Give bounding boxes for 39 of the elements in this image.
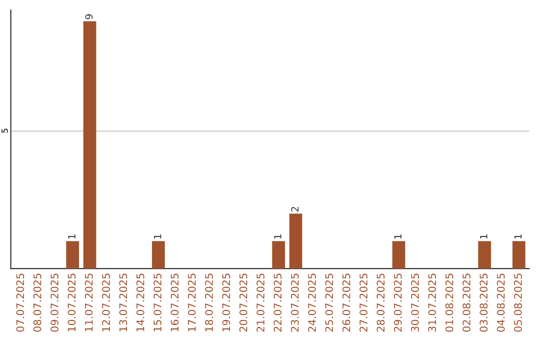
data-label: 1 xyxy=(394,234,402,239)
x-tick-label: 24.07.2025 xyxy=(308,274,316,332)
x-tick-label: 08.07.2025 xyxy=(33,274,42,332)
x-tick-label: 11.07.2025 xyxy=(84,274,93,332)
x-tick-label: 22.07.2025 xyxy=(274,274,282,332)
data-label: 1 xyxy=(274,234,282,239)
x-tick-label: 15.07.2025 xyxy=(154,274,162,332)
x-tick-label: 27.07.2025 xyxy=(360,274,368,332)
x-tick-label: 13.07.2025 xyxy=(119,274,128,332)
x-tick-label: 31.07.2025 xyxy=(428,274,436,332)
x-tick-label: 04.08.2025 xyxy=(496,274,505,332)
x-tick-label: 09.07.2025 xyxy=(50,274,58,332)
x-tick-label: 30.07.2025 xyxy=(411,274,419,332)
x-tick-label: 14.07.2025 xyxy=(136,274,144,332)
data-label: 1 xyxy=(154,234,162,239)
x-tick-label: 10.07.2025 xyxy=(68,274,76,332)
data-label: 1 xyxy=(514,234,522,239)
x-tick-label: 20.07.2025 xyxy=(239,274,248,332)
y-tick-label: 5 xyxy=(2,128,8,133)
x-tick-label: 21.07.2025 xyxy=(256,274,264,332)
x-tick-label: 05.08.2025 xyxy=(514,274,522,332)
x-tick-label: 17.07.2025 xyxy=(188,274,196,332)
x-tick-label: 28.07.2025 xyxy=(376,274,385,332)
x-tick-label: 07.07.2025 xyxy=(16,274,24,332)
data-label: 1 xyxy=(68,234,76,239)
data-label: 1 xyxy=(480,234,488,239)
x-tick-label: 29.07.2025 xyxy=(394,274,402,332)
x-tick-label: 16.07.2025 xyxy=(170,274,179,332)
x-tick-label: 12.07.2025 xyxy=(102,274,110,332)
x-tick-label: 03.08.2025 xyxy=(480,274,488,332)
x-tick-label: 01.08.2025 xyxy=(445,274,454,332)
x-tick-label: 26.07.2025 xyxy=(342,274,350,332)
data-label: 2 xyxy=(291,207,298,212)
x-tick-label: 25.07.2025 xyxy=(325,274,334,332)
x-tick-label: 23.07.2025 xyxy=(290,274,299,332)
data-label: 9 xyxy=(85,14,93,20)
x-tick-label: 19.07.2025 xyxy=(222,274,230,332)
x-tick-label: 18.07.2025 xyxy=(205,274,213,332)
x-tick-label: 02.08.2025 xyxy=(462,274,470,332)
